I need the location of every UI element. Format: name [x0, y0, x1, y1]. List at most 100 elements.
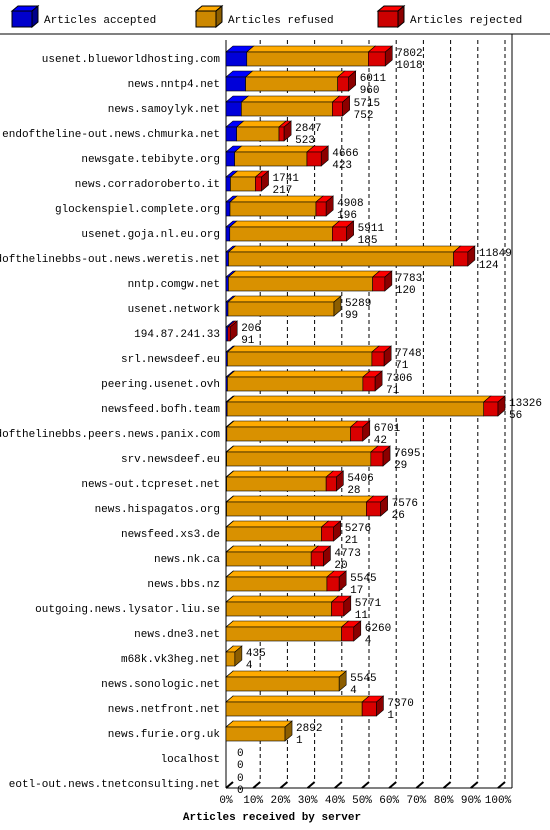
bar	[225, 701, 363, 717]
y-tick-label: srl.newsdeef.eu	[121, 354, 220, 366]
bar-side	[261, 170, 269, 192]
legend-label: Articles rejected	[410, 15, 522, 27]
data-label: 423	[332, 160, 352, 172]
data-label: 120	[396, 285, 416, 297]
bar	[228, 251, 454, 267]
bar	[331, 601, 345, 617]
x-tick	[279, 781, 289, 789]
bar	[225, 276, 229, 292]
x-tick	[252, 781, 261, 789]
total-label: 5406	[347, 473, 373, 485]
bar-side	[234, 645, 243, 667]
bar-side	[333, 295, 342, 317]
legend-label: Articles refused	[228, 15, 334, 27]
bar-top	[225, 495, 375, 503]
total-label: 6260	[365, 623, 391, 635]
bar	[236, 126, 280, 142]
bar-top	[225, 570, 335, 578]
data-label: 28	[347, 485, 360, 497]
total-label: 5911	[358, 223, 385, 235]
y-tick-label: usenet.blueworldhosting.com	[42, 54, 221, 66]
y-tick-label: news.samoylyk.net	[108, 104, 220, 116]
total-label: 7306	[386, 373, 412, 385]
data-label: 960	[360, 85, 380, 97]
total-label: 0	[237, 773, 244, 785]
bar	[226, 501, 367, 517]
bar	[226, 401, 485, 417]
bar	[226, 576, 328, 592]
bar	[227, 376, 364, 392]
y-tick-label: outgoing.news.lysator.liu.se	[35, 604, 220, 616]
bar-side	[362, 420, 371, 442]
bar	[227, 326, 231, 342]
x-tick	[415, 781, 425, 789]
bar	[255, 176, 262, 192]
data-label: 29	[394, 460, 407, 472]
bar	[228, 276, 373, 292]
y-tick-label: glockenspiel.complete.org	[55, 204, 220, 216]
y-tick-label: news.sonologic.net	[101, 679, 220, 691]
total-label: 13326	[509, 398, 542, 410]
bar-top	[227, 295, 342, 303]
bar	[225, 676, 340, 692]
bar	[225, 601, 332, 617]
bar-top	[226, 420, 359, 428]
y-tick-label: localhost	[161, 754, 220, 766]
legend-swatch	[377, 10, 399, 28]
data-label: 0	[237, 785, 244, 797]
total-label: 1741	[273, 173, 300, 185]
total-label: 4908	[337, 198, 363, 210]
data-label: 17	[350, 585, 363, 597]
bar	[310, 551, 324, 567]
legend-swatch	[11, 10, 33, 28]
x-tick	[361, 781, 370, 789]
bar-top	[240, 95, 341, 103]
y-tick-label: nntp.comgw.net	[128, 279, 220, 291]
total-label: 4666	[332, 148, 358, 160]
bar	[371, 351, 385, 367]
data-label: 1018	[396, 60, 422, 72]
bar	[325, 476, 337, 492]
bar	[370, 451, 384, 467]
bar-side	[380, 495, 388, 517]
y-tick-label: news.dne3.net	[134, 629, 220, 641]
y-tick-label: news.nntp4.net	[128, 79, 220, 91]
bar-side	[343, 595, 352, 617]
bar	[226, 526, 322, 542]
bar-top	[245, 45, 377, 53]
bar	[234, 151, 308, 167]
bar	[225, 226, 231, 242]
bar-top	[229, 195, 324, 203]
bar	[245, 76, 338, 92]
bar-top	[233, 145, 315, 153]
data-label: 99	[345, 310, 358, 322]
legend-label: Articles accepted	[44, 15, 156, 27]
data-label: 185	[358, 235, 378, 247]
x-tick-label: 70%	[406, 795, 426, 807]
bar-side	[333, 520, 341, 542]
y-tick-label: news.netfront.net	[108, 704, 220, 716]
bar-side	[353, 620, 362, 642]
x-tick-label: 100%	[485, 795, 512, 807]
data-label: 752	[354, 110, 374, 122]
data-label: 42	[374, 435, 387, 447]
bar	[226, 551, 312, 567]
data-label: 4	[246, 660, 253, 672]
bar-top	[225, 520, 330, 528]
bar-side	[384, 270, 393, 292]
data-label: 196	[337, 210, 357, 222]
bar-top	[226, 345, 380, 353]
bar	[306, 151, 322, 167]
total-label: 6011	[360, 73, 387, 85]
bar-side	[376, 695, 384, 717]
bar	[372, 276, 386, 292]
data-label: 21	[345, 535, 359, 547]
data-label: 1	[387, 710, 394, 722]
bar-side	[467, 245, 476, 267]
bar	[361, 701, 377, 717]
y-tick-label: usenet.network	[128, 304, 221, 316]
y-tick-label: eotl-out.news.tnetconsulting.net	[9, 779, 220, 791]
y-tick-label: news.corradoroberto.it	[75, 179, 220, 191]
bar-side	[320, 145, 329, 167]
y-tick-label: srv.newsdeef.eu	[121, 454, 220, 466]
